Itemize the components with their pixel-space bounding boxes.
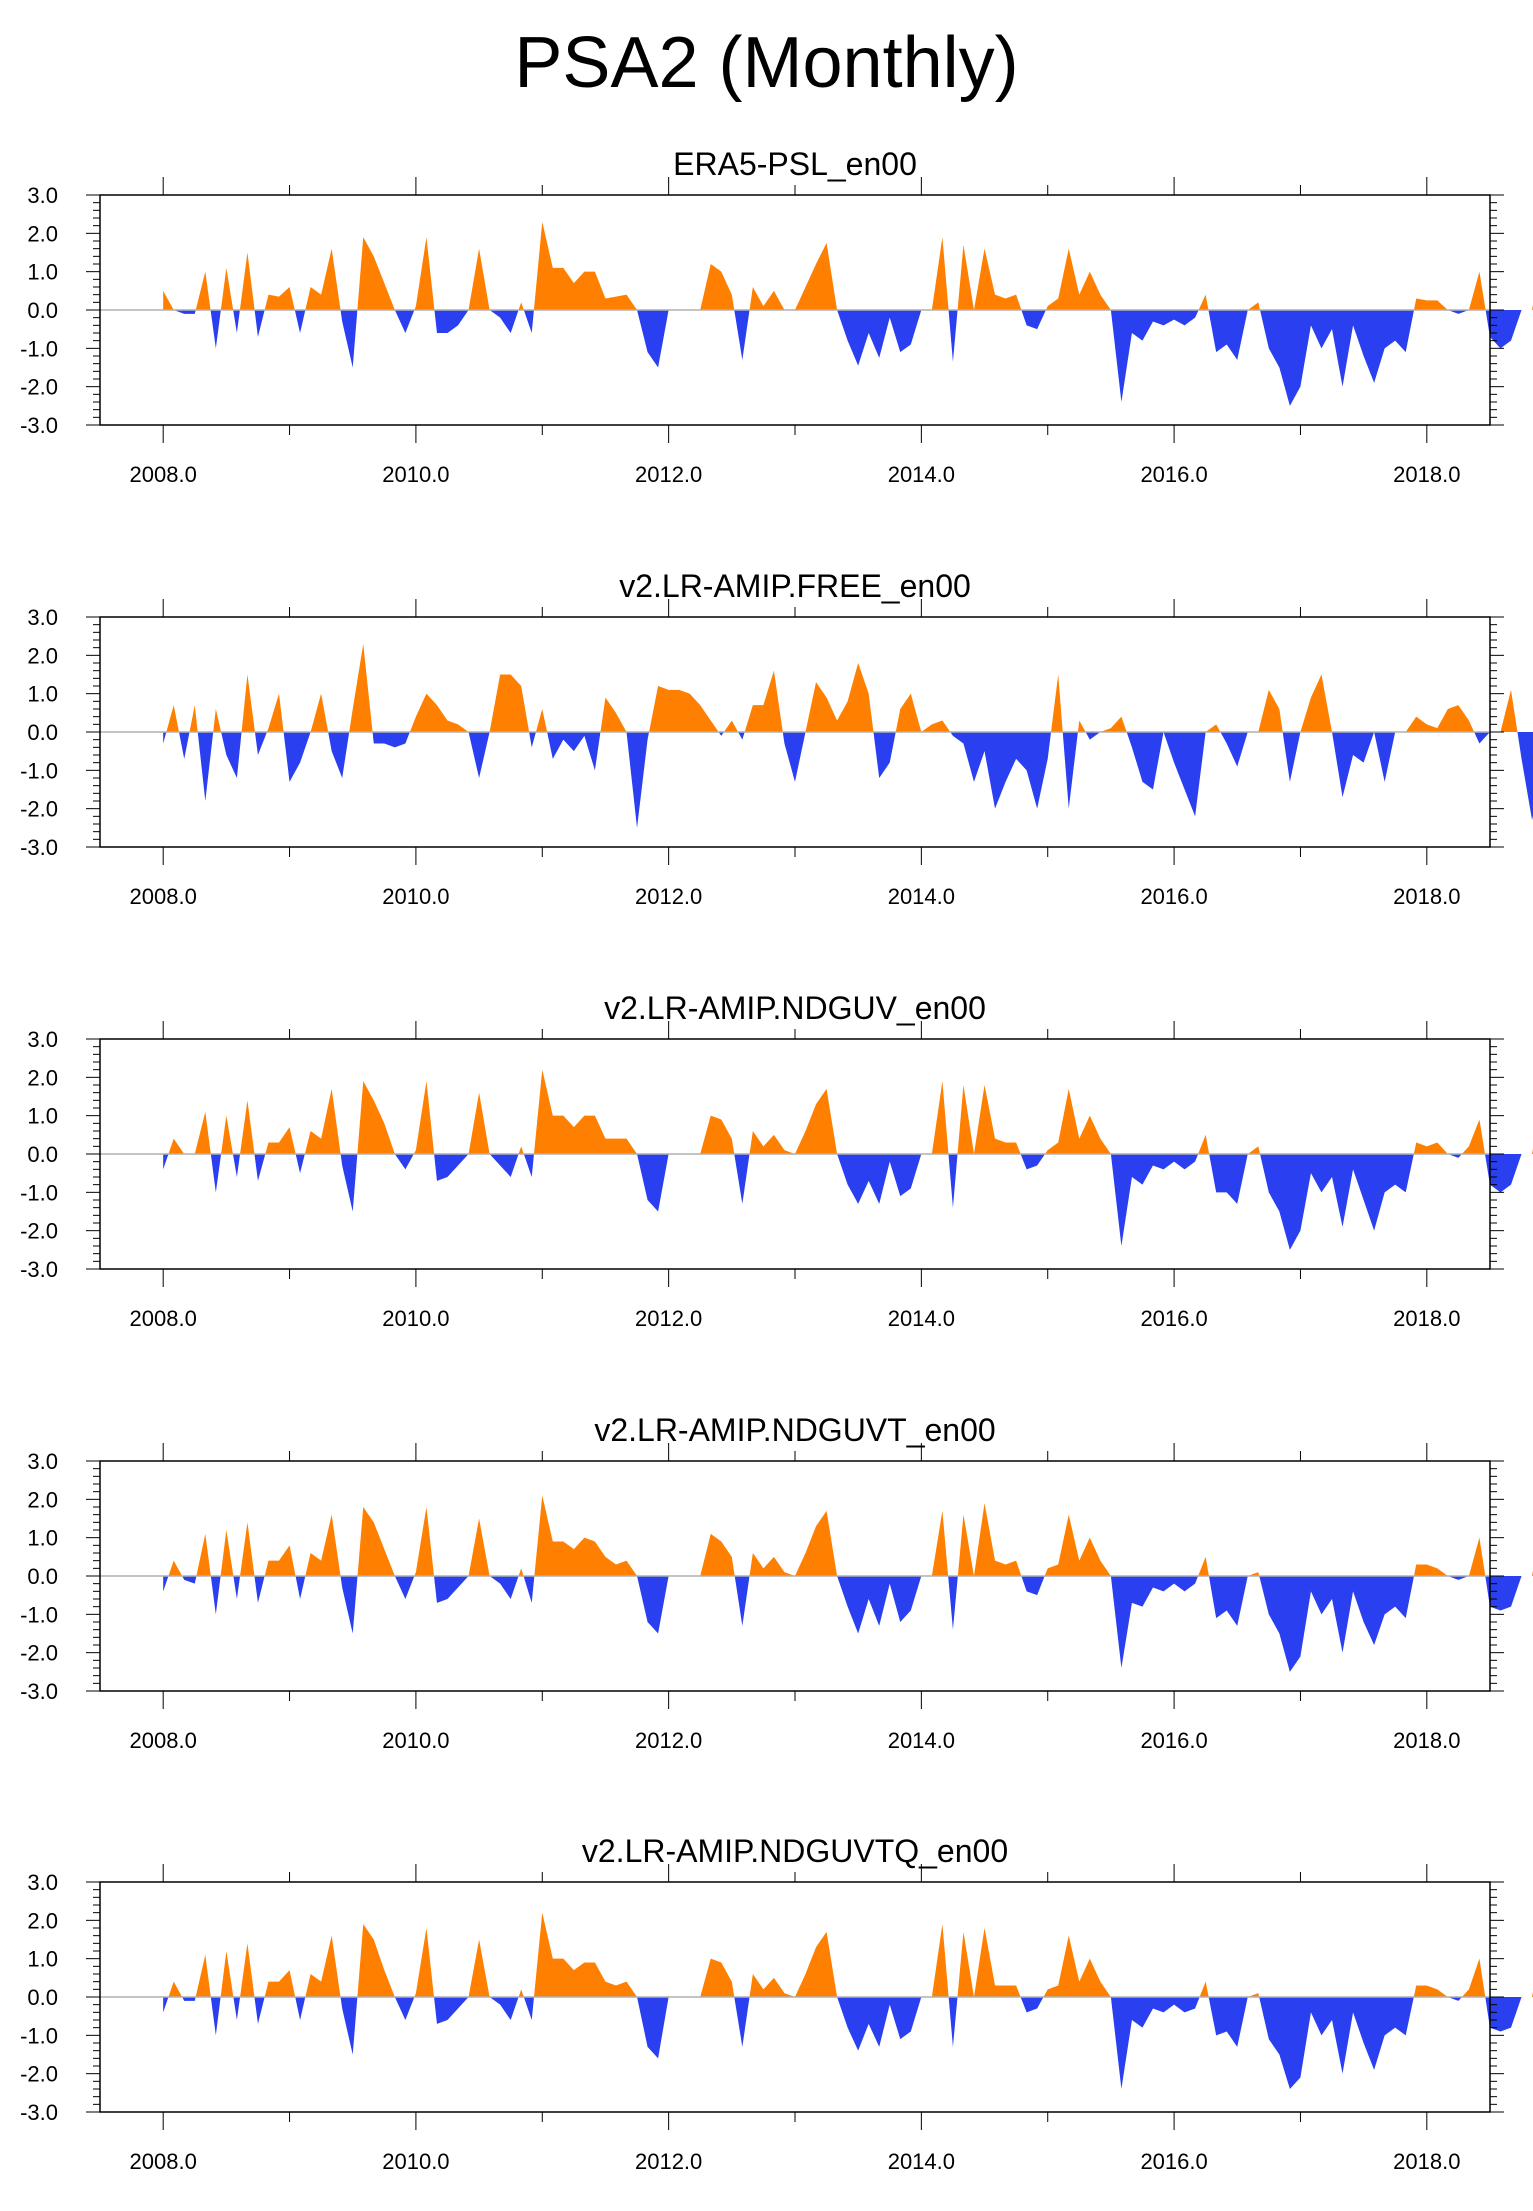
x-tick-label: 2012.0 bbox=[635, 462, 702, 487]
y-tick-label: 1.0 bbox=[27, 260, 58, 285]
y-tick-label: -2.0 bbox=[20, 1641, 58, 1666]
y-tick-label: -2.0 bbox=[20, 2062, 58, 2087]
x-tick-label: 2010.0 bbox=[382, 462, 449, 487]
y-tick-label: -3.0 bbox=[20, 1257, 58, 1282]
panel-title: ERA5-PSL_en00 bbox=[673, 146, 917, 182]
y-tick-label: -1.0 bbox=[20, 336, 58, 361]
chart-panel-5: v2.LR-AMIP.NDGUVTQ_en00 3.0 2.0 1.0 0.0 -1.0 -… bbox=[20, 1833, 1533, 2174]
panel-title: v2.LR-AMIP.NDGUVT_en00 bbox=[594, 1412, 995, 1448]
x-tick-label: 2012.0 bbox=[635, 884, 702, 909]
x-tick-label: 2014.0 bbox=[888, 462, 955, 487]
negative-area bbox=[163, 732, 1533, 828]
y-tick-label: -1.0 bbox=[20, 758, 58, 783]
y-tick-label: -2.0 bbox=[20, 375, 58, 400]
positive-area bbox=[163, 1495, 1533, 1576]
y-tick-label: 3.0 bbox=[27, 1027, 58, 1052]
y-tick-label: 1.0 bbox=[27, 1947, 58, 1972]
x-tick-label: 2010.0 bbox=[382, 1728, 449, 1753]
y-tick-label: 1.0 bbox=[27, 682, 58, 707]
x-tick-label: 2014.0 bbox=[888, 1728, 955, 1753]
y-tick-label: 3.0 bbox=[27, 1449, 58, 1474]
y-tick-label: -3.0 bbox=[20, 2100, 58, 2125]
x-tick-label: 2010.0 bbox=[382, 884, 449, 909]
y-tick-label: 3.0 bbox=[27, 605, 58, 630]
chart-panel-3: v2.LR-AMIP.NDGUV_en00 3.0 2.0 1.0 0.0 -1.0 -2.… bbox=[20, 990, 1533, 1331]
x-tick-label: 2014.0 bbox=[888, 2149, 955, 2174]
y-tick-label: 1.0 bbox=[27, 1526, 58, 1551]
chart-panel-2: v2.LR-AMIP.FREE_en00 3.0 2.0 1.0 0.0 -1.0 -2.0… bbox=[20, 568, 1533, 909]
x-tick-label: 2016.0 bbox=[1140, 2149, 1207, 2174]
y-tick-label: 0.0 bbox=[27, 298, 58, 323]
y-tick-label: 2.0 bbox=[27, 1487, 58, 1512]
negative-area bbox=[163, 1154, 1533, 1250]
x-tick-label: 2016.0 bbox=[1140, 1728, 1207, 1753]
figure-title: PSA2 (Monthly) bbox=[514, 23, 1019, 103]
x-tick-label: 2008.0 bbox=[130, 462, 197, 487]
x-tick-label: 2008.0 bbox=[130, 1306, 197, 1331]
y-tick-label: 2.0 bbox=[27, 1908, 58, 1933]
x-tick-label: 2018.0 bbox=[1393, 1728, 1460, 1753]
chart-panel-1: ERA5-PSL_en00 3.0 2.0 1.0 0.0 -1.0 -2.0 -3.0 200… bbox=[20, 146, 1533, 487]
x-tick-label: 2016.0 bbox=[1140, 462, 1207, 487]
y-tick-label: 1.0 bbox=[27, 1104, 58, 1129]
y-tick-label: -3.0 bbox=[20, 413, 58, 438]
x-tick-label: 2014.0 bbox=[888, 1306, 955, 1331]
y-tick-label: 2.0 bbox=[27, 643, 58, 668]
x-tick-label: 2010.0 bbox=[382, 1306, 449, 1331]
x-tick-label: 2018.0 bbox=[1393, 884, 1460, 909]
x-tick-label: 2018.0 bbox=[1393, 2149, 1460, 2174]
negative-area bbox=[163, 1576, 1533, 1672]
y-tick-label: 3.0 bbox=[27, 1870, 58, 1895]
y-tick-label: -2.0 bbox=[20, 1219, 58, 1244]
y-tick-label: 2.0 bbox=[27, 1065, 58, 1090]
positive-area bbox=[163, 221, 1533, 310]
y-tick-label: 2.0 bbox=[27, 221, 58, 246]
x-tick-label: 2018.0 bbox=[1393, 1306, 1460, 1331]
x-tick-label: 2018.0 bbox=[1393, 462, 1460, 487]
x-tick-label: 2012.0 bbox=[635, 2149, 702, 2174]
x-tick-label: 2014.0 bbox=[888, 884, 955, 909]
y-tick-label: -1.0 bbox=[20, 1180, 58, 1205]
positive-area bbox=[163, 1069, 1533, 1154]
x-tick-label: 2008.0 bbox=[130, 884, 197, 909]
chart-panel-4: v2.LR-AMIP.NDGUVT_en00 3.0 2.0 1.0 0.0 -1.0 -2… bbox=[20, 1412, 1533, 1753]
positive-area bbox=[163, 643, 1533, 732]
panel-title: v2.LR-AMIP.NDGUV_en00 bbox=[604, 990, 986, 1026]
x-tick-label: 2010.0 bbox=[382, 2149, 449, 2174]
y-tick-label: 0.0 bbox=[27, 720, 58, 745]
x-tick-label: 2012.0 bbox=[635, 1728, 702, 1753]
x-tick-label: 2008.0 bbox=[130, 2149, 197, 2174]
x-tick-label: 2012.0 bbox=[635, 1306, 702, 1331]
y-tick-label: 0.0 bbox=[27, 1142, 58, 1167]
x-tick-label: 2008.0 bbox=[130, 1728, 197, 1753]
y-tick-label: 0.0 bbox=[27, 1985, 58, 2010]
y-tick-label: -1.0 bbox=[20, 1602, 58, 1627]
negative-area bbox=[163, 1997, 1533, 2089]
y-tick-label: -3.0 bbox=[20, 1679, 58, 1704]
y-tick-label: -3.0 bbox=[20, 835, 58, 860]
negative-area bbox=[163, 310, 1533, 406]
y-tick-label: 3.0 bbox=[27, 183, 58, 208]
x-tick-label: 2016.0 bbox=[1140, 884, 1207, 909]
panel-title: v2.LR-AMIP.NDGUVTQ_en00 bbox=[582, 1833, 1008, 1869]
y-tick-label: -1.0 bbox=[20, 2023, 58, 2048]
positive-area bbox=[163, 1912, 1533, 1997]
y-tick-label: 0.0 bbox=[27, 1564, 58, 1589]
panel-title: v2.LR-AMIP.FREE_en00 bbox=[619, 568, 971, 604]
x-tick-label: 2016.0 bbox=[1140, 1306, 1207, 1331]
y-tick-label: -2.0 bbox=[20, 797, 58, 822]
